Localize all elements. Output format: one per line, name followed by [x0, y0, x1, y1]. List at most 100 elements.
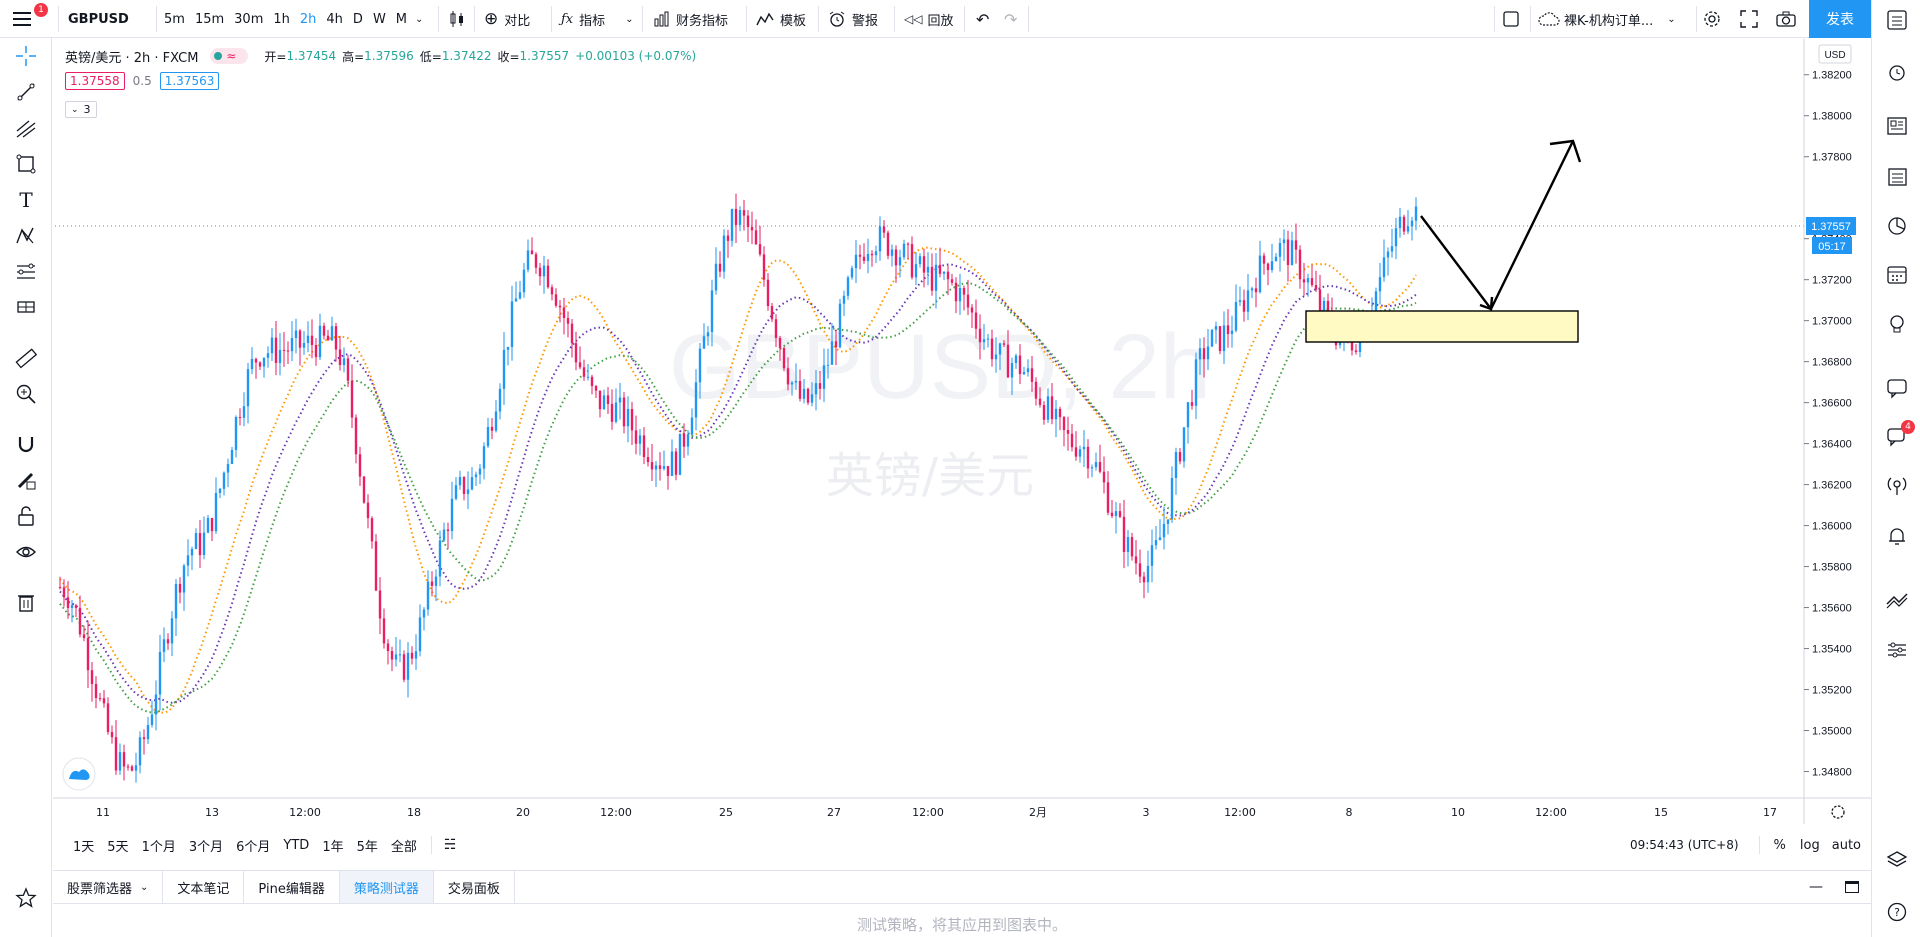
trendline-tool[interactable] — [12, 78, 40, 106]
chats-button[interactable] — [1883, 374, 1911, 402]
buy-button[interactable]: 1.37563 — [159, 72, 220, 90]
supply-demand-zone[interactable] — [1305, 310, 1579, 343]
alerts-panel-button[interactable] — [1883, 58, 1911, 86]
icon-tool[interactable] — [12, 294, 40, 322]
candle-body — [1090, 467, 1094, 469]
tab-strategy-tester[interactable]: 策略测试器 — [339, 871, 434, 903]
remove-drawings-tool[interactable] — [12, 588, 40, 616]
settings-button[interactable] — [1702, 0, 1722, 38]
range-ytd[interactable]: YTD — [283, 837, 310, 853]
data-window-button[interactable] — [1883, 162, 1911, 190]
lock-tool[interactable] — [12, 502, 40, 530]
undo-icon[interactable]: ↶ — [976, 9, 990, 29]
log-toggle[interactable]: log — [1799, 837, 1820, 853]
templates-button[interactable]: 模板 — [756, 0, 806, 38]
interval-dropdown-icon[interactable]: ⌄ — [415, 13, 424, 25]
publish-button[interactable]: 发表 — [1809, 0, 1871, 38]
favorites-tool[interactable] — [12, 884, 40, 912]
interval-W[interactable]: W — [372, 11, 386, 27]
alert-button[interactable]: 警报 — [828, 0, 878, 38]
magnet-tool[interactable] — [12, 430, 40, 458]
range-1y[interactable]: 1年 — [322, 839, 344, 855]
streams-button[interactable] — [1883, 472, 1911, 500]
measure-tool[interactable] — [12, 344, 40, 372]
fullscreen-button[interactable] — [1740, 0, 1758, 38]
visibility-tool[interactable] — [12, 538, 40, 566]
candle-body — [1206, 346, 1210, 360]
trading-button[interactable] — [1883, 586, 1911, 614]
time-axis[interactable]: 11 13 12:00 18 20 12:00 25 27 12:00 2月 3 12:00 8 10 12… — [96, 806, 1777, 819]
axis-gear-icon[interactable] — [1831, 805, 1845, 819]
tab-screener[interactable]: 股票筛选器 ⌄ — [53, 871, 164, 903]
replay-button[interactable]: ◁◁ 回放 — [904, 0, 953, 38]
stay-drawing-tool[interactable] — [12, 466, 40, 494]
interval-4h[interactable]: 4h — [326, 11, 343, 27]
range-5y[interactable]: 5年 — [356, 839, 378, 855]
object-tree-button[interactable] — [1883, 636, 1911, 664]
chart-pane[interactable]: GBPUSD, 2h 英镑/美元 1.38200 1.38000 1.37800 1.… — [53, 39, 1871, 824]
indicators-button[interactable]: ƒx 指标 ⌄ — [561, 0, 634, 38]
notifications-button[interactable] — [1883, 522, 1911, 550]
price-chart[interactable]: GBPUSD, 2h 英镑/美元 1.38200 1.38000 1.37800 1.… — [53, 39, 1871, 824]
candle-body — [1278, 243, 1282, 257]
minimize-panel-icon[interactable]: — — [1809, 879, 1823, 895]
percent-toggle[interactable]: % — [1773, 837, 1786, 853]
range-5d[interactable]: 5天 — [107, 839, 129, 855]
watchlist-button[interactable] — [1883, 6, 1911, 34]
auto-toggle[interactable]: auto — [1831, 837, 1861, 853]
interval-15m[interactable]: 15m — [194, 11, 225, 27]
ideas-button[interactable] — [1883, 310, 1911, 338]
prediction-tool[interactable] — [12, 258, 40, 286]
interval-D[interactable]: D — [352, 11, 363, 27]
interval-M[interactable]: M — [395, 11, 408, 27]
snapshot-button[interactable] — [1776, 0, 1796, 38]
range-3m[interactable]: 3个月 — [188, 839, 224, 855]
maximize-panel-icon[interactable] — [1833, 871, 1871, 903]
pattern-tool[interactable] — [12, 222, 40, 250]
tab-trading-panel[interactable]: 交易面板 — [434, 871, 515, 903]
tab-pine-editor[interactable]: Pine编辑器 — [244, 871, 340, 903]
tab-text-notes[interactable]: 文本笔记 — [163, 871, 245, 903]
clock[interactable]: 09:54:43 (UTC+8) — [1629, 838, 1739, 852]
symbol-search[interactable]: GBPUSD — [68, 11, 129, 27]
crosshair-tool[interactable] — [12, 42, 40, 70]
menu-button[interactable] — [12, 0, 34, 38]
financials-button[interactable]: 财务指标 — [654, 0, 728, 38]
interval-1h[interactable]: 1h — [273, 11, 290, 27]
candle-body — [1030, 368, 1034, 382]
compare-button[interactable]: ⊕ 对比 — [484, 0, 530, 38]
text-tool[interactable]: T — [12, 186, 40, 214]
fib-tool[interactable] — [12, 114, 40, 142]
range-6m[interactable]: 6个月 — [236, 839, 271, 855]
candle-body — [562, 307, 566, 319]
status-toggle[interactable]: ≈ — [210, 48, 249, 64]
symbol-title[interactable]: 英镑/美元 · 2h · FXCM — [65, 50, 199, 66]
help-button[interactable]: ? — [1883, 898, 1911, 926]
interval-5m[interactable]: 5m — [164, 11, 185, 27]
news-button[interactable] — [1883, 112, 1911, 140]
projection-arrow[interactable] — [1420, 140, 1575, 312]
close-value: 1.37557 — [519, 49, 570, 63]
chart-type-button[interactable] — [448, 0, 466, 38]
hotlists-button[interactable] — [1883, 212, 1911, 240]
fullscreen-layout-button[interactable] — [1502, 0, 1520, 38]
currency-box[interactable] — [1818, 44, 1852, 64]
sell-button[interactable]: 1.37558 — [65, 72, 125, 90]
layers-button[interactable] — [1883, 846, 1911, 874]
candle-body — [470, 477, 474, 490]
layout-selector[interactable]: 裸K-机构订单... ⌄ — [1538, 0, 1676, 38]
calendar-button[interactable] — [1883, 260, 1911, 288]
range-1d[interactable]: 1天 — [73, 839, 95, 855]
price-axis[interactable]: 1.382001.380001.378001.374001.372001.370… — [1804, 70, 1852, 779]
interval-2h[interactable]: 2h — [299, 11, 317, 27]
indicator-collapse-button[interactable]: ⌄ 3 — [65, 101, 97, 118]
candle-body — [718, 263, 722, 272]
private-chats-button[interactable] — [1883, 422, 1911, 450]
zoom-tool[interactable] — [12, 380, 40, 408]
redo-icon[interactable]: ↷ — [1004, 9, 1018, 29]
goto-date-icon[interactable]: ☵ — [443, 837, 457, 853]
shape-tool[interactable] — [12, 150, 40, 178]
range-1m[interactable]: 1个月 — [141, 839, 176, 855]
range-all[interactable]: 全部 — [390, 839, 417, 855]
interval-30m[interactable]: 30m — [234, 11, 264, 27]
